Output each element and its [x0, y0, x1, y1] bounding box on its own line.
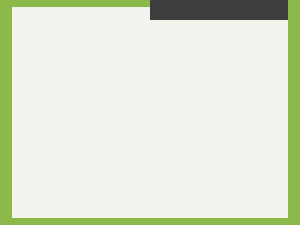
Bar: [79, 134, 82, 146]
Circle shape: [71, 64, 75, 68]
Circle shape: [76, 68, 80, 72]
Circle shape: [100, 65, 103, 68]
Circle shape: [108, 68, 111, 70]
Polygon shape: [19, 100, 22, 170]
Bar: [142, 118, 145, 130]
Text: Learning Outcomes:: Learning Outcomes:: [156, 45, 267, 55]
Circle shape: [96, 58, 114, 76]
Ellipse shape: [17, 64, 25, 70]
Circle shape: [80, 55, 84, 59]
FancyBboxPatch shape: [53, 75, 142, 97]
Circle shape: [67, 70, 71, 74]
Bar: [112, 150, 115, 162]
Ellipse shape: [17, 176, 23, 180]
Bar: [112, 134, 115, 146]
Bar: [99, 118, 102, 130]
Text: Most gain understanding of the
sliding filament theory through
practical activit: Most gain understanding of the sliding f…: [156, 85, 277, 117]
Circle shape: [76, 45, 80, 49]
Circle shape: [79, 60, 83, 64]
Bar: [122, 150, 125, 162]
Bar: [108, 133, 146, 147]
Bar: [122, 118, 125, 130]
Circle shape: [67, 62, 71, 66]
Text: All demonstrate understanding
of the muscle structure and the
three types of mus: All demonstrate understanding of the mus…: [156, 63, 278, 95]
Bar: [65, 149, 103, 163]
Polygon shape: [16, 50, 24, 180]
Bar: [112, 118, 115, 130]
Circle shape: [62, 58, 66, 62]
Bar: [122, 134, 125, 146]
Bar: [12, 40, 150, 185]
Bar: [99, 150, 102, 162]
Bar: [89, 118, 92, 130]
Bar: [99, 134, 102, 146]
Circle shape: [102, 69, 105, 72]
Circle shape: [64, 58, 68, 62]
Bar: [132, 150, 135, 162]
Circle shape: [69, 45, 73, 48]
Circle shape: [53, 38, 97, 82]
Bar: [108, 149, 146, 163]
Text: Few can apply the muscle
concept and are able to lead
the rest of the class in p: Few can apply the muscle concept and are…: [156, 113, 278, 156]
Bar: [69, 118, 72, 130]
Circle shape: [76, 69, 80, 73]
Bar: [142, 150, 145, 162]
Bar: [69, 150, 72, 162]
Circle shape: [83, 67, 87, 71]
Circle shape: [93, 55, 117, 79]
Circle shape: [109, 64, 112, 67]
Circle shape: [101, 71, 104, 74]
Bar: [79, 118, 82, 130]
Bar: [89, 150, 92, 162]
Bar: [65, 117, 103, 131]
Circle shape: [76, 72, 80, 76]
Bar: [108, 117, 146, 131]
Bar: [132, 134, 135, 146]
Circle shape: [64, 68, 68, 72]
Circle shape: [66, 53, 70, 57]
Circle shape: [67, 57, 71, 61]
Circle shape: [107, 70, 110, 73]
Bar: [142, 134, 145, 146]
Circle shape: [76, 52, 80, 56]
Circle shape: [74, 68, 78, 72]
Bar: [79, 150, 82, 162]
Bar: [132, 118, 135, 130]
Circle shape: [68, 57, 71, 61]
Bar: [89, 134, 92, 146]
Circle shape: [72, 50, 76, 54]
Circle shape: [56, 41, 94, 79]
Circle shape: [106, 62, 110, 65]
Bar: [69, 134, 72, 146]
Text: Sliding Filament Theory: Sliding Filament Theory: [22, 14, 263, 32]
Bar: [65, 133, 103, 147]
